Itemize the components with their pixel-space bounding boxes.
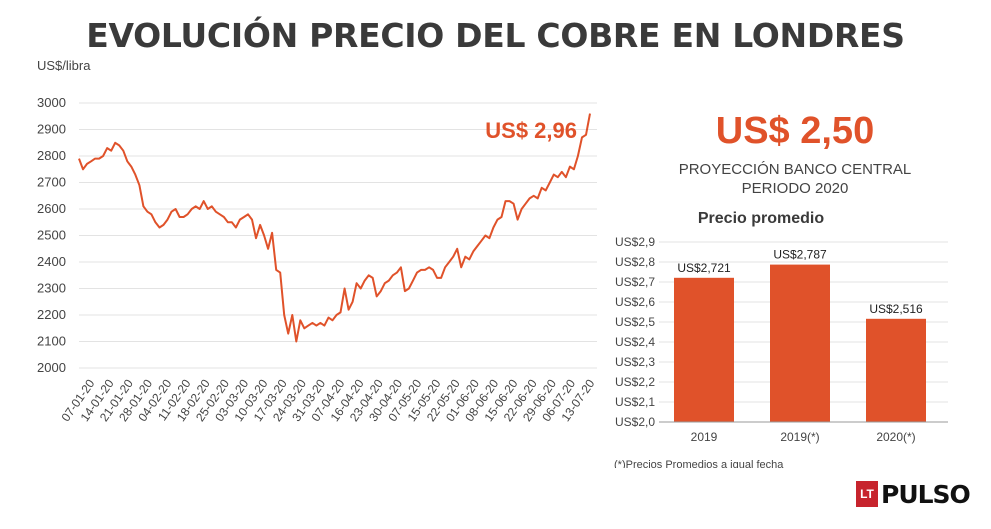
- copper-price-line: [78, 113, 591, 343]
- bar-ytick-label: US$2,5: [615, 315, 655, 329]
- bar-chart-title: Precio promedio: [698, 210, 824, 227]
- bar-ytick-label: US$2,2: [615, 375, 655, 389]
- bar-ytick-label: US$2,1: [615, 395, 655, 409]
- bar-ytick-label: US$2,0: [615, 415, 655, 429]
- projection-label-line2: PERIODO 2020: [741, 180, 849, 197]
- projection-value: US$ 2,50: [715, 110, 875, 152]
- bar-ytick-label: US$2,7: [615, 275, 655, 289]
- line-ytick-label: 3000: [37, 95, 66, 110]
- line-ytick-label: 2500: [37, 228, 66, 243]
- line-ylabel: US$/libra: [37, 58, 91, 73]
- page-title: EVOLUCIÓN PRECIO DEL COBRE EN LONDRES: [86, 16, 905, 55]
- bar-data-label: US$2,516: [869, 302, 923, 316]
- bar-data-label: US$2,721: [677, 261, 731, 275]
- bar-category-label: 2019(*): [780, 430, 819, 444]
- line-ytick-label: 2200: [37, 307, 66, 322]
- footnote: (*)Precios Promedios a igual fecha: [614, 459, 784, 468]
- bar-ytick-label: US$2,9: [615, 235, 655, 249]
- line-ytick-label: 2800: [37, 148, 66, 163]
- line-ytick-label: 2100: [37, 334, 66, 349]
- projection-label-line1: PROYECCIÓN BANCO CENTRAL: [678, 161, 912, 178]
- bar-data-label: US$2,787: [773, 248, 827, 262]
- bar-2020: [866, 318, 926, 422]
- bar-ytick-label: US$2,8: [615, 255, 655, 269]
- last-price-annotation: US$ 2,96: [485, 118, 577, 143]
- bar-2019: [674, 277, 734, 422]
- line-ytick-label: 2300: [37, 281, 66, 296]
- line-ytick-label: 2000: [37, 360, 66, 375]
- bar-2019: [770, 264, 830, 422]
- bar-category-label: 2020(*): [876, 430, 915, 444]
- line-ytick-label: 2600: [37, 201, 66, 216]
- line-ytick-label: 2400: [37, 254, 66, 269]
- projection-label: PROYECCIÓN BANCO CENTRAL PERIODO 2020: [605, 160, 985, 198]
- bar-ytick-label: US$2,3: [615, 355, 655, 369]
- bar-category-label: 2019: [691, 430, 718, 444]
- line-ytick-label: 2700: [37, 175, 66, 190]
- pulso-logo: LT PULSO: [856, 479, 971, 509]
- line-ytick-label: 2900: [37, 122, 66, 137]
- lt-logo-mark: LT: [856, 481, 878, 507]
- bar-ytick-label: US$2,4: [615, 335, 655, 349]
- bar-ytick-label: US$2,6: [615, 295, 655, 309]
- logo-name: PULSO: [881, 479, 971, 509]
